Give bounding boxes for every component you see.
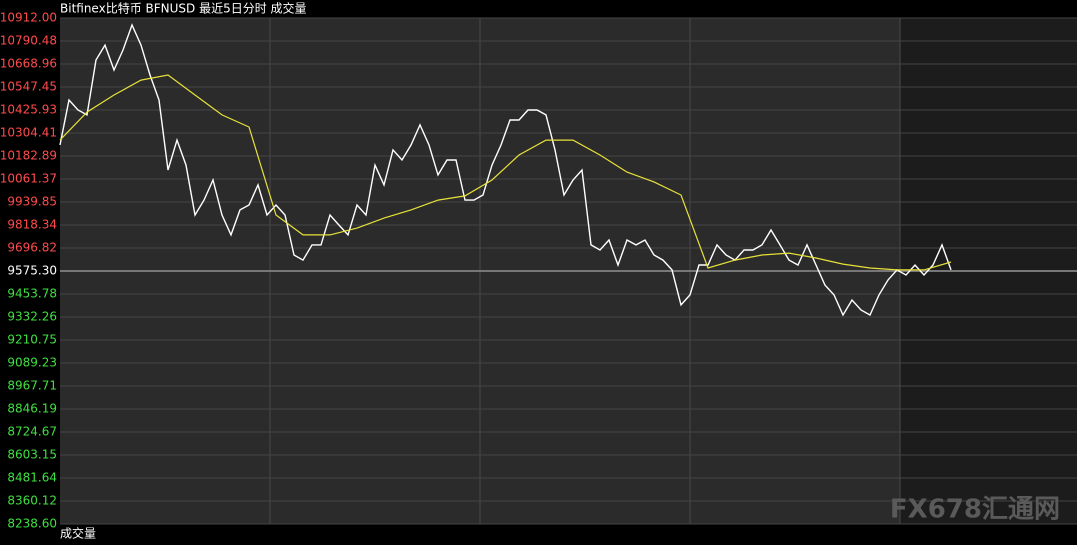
y-tick-label: 9089.23 — [7, 355, 57, 369]
y-tick-label: 9939.85 — [7, 195, 57, 209]
y-tick-label: 8360.12 — [7, 493, 57, 507]
series-line — [59, 74, 952, 271]
y-tick-label: 10912.00 — [0, 11, 57, 25]
y-tick-label: 10182.89 — [0, 149, 57, 163]
y-tick-label: 10668.96 — [0, 57, 57, 71]
y-tick-label: 8724.67 — [7, 425, 57, 439]
y-tick-label: 9696.82 — [7, 240, 57, 254]
y-tick-label: 10547.45 — [0, 79, 57, 93]
y-tick-label: 9332.26 — [7, 310, 57, 324]
volume-label: 成交量 — [60, 526, 96, 541]
y-tick-label: 9453.78 — [7, 287, 57, 301]
y-tick-label: 8846.19 — [7, 402, 57, 416]
y-tick-label: 9818.34 — [7, 217, 57, 231]
watermark: FX678汇通网 — [890, 495, 1060, 525]
y-tick-label: 8481.64 — [7, 470, 57, 484]
y-tick-label: 8967.71 — [7, 378, 57, 392]
chart-title: Bitfinex比特币 BFNUSD 最近5日分时 成交量 — [60, 1, 307, 16]
y-tick-label: 10304.41 — [0, 125, 57, 139]
y-tick-label: 10790.48 — [0, 34, 57, 48]
y-tick-label: 8603.15 — [7, 448, 57, 462]
y-tick-label: 9210.75 — [7, 332, 57, 346]
marks — [59, 23, 952, 317]
y-tick-label: 10425.93 — [0, 102, 57, 116]
y-tick-label: 9575.30 — [7, 264, 57, 278]
y-tick-label: 10061.37 — [0, 172, 57, 186]
y-tick-label: 8238.60 — [7, 517, 57, 531]
